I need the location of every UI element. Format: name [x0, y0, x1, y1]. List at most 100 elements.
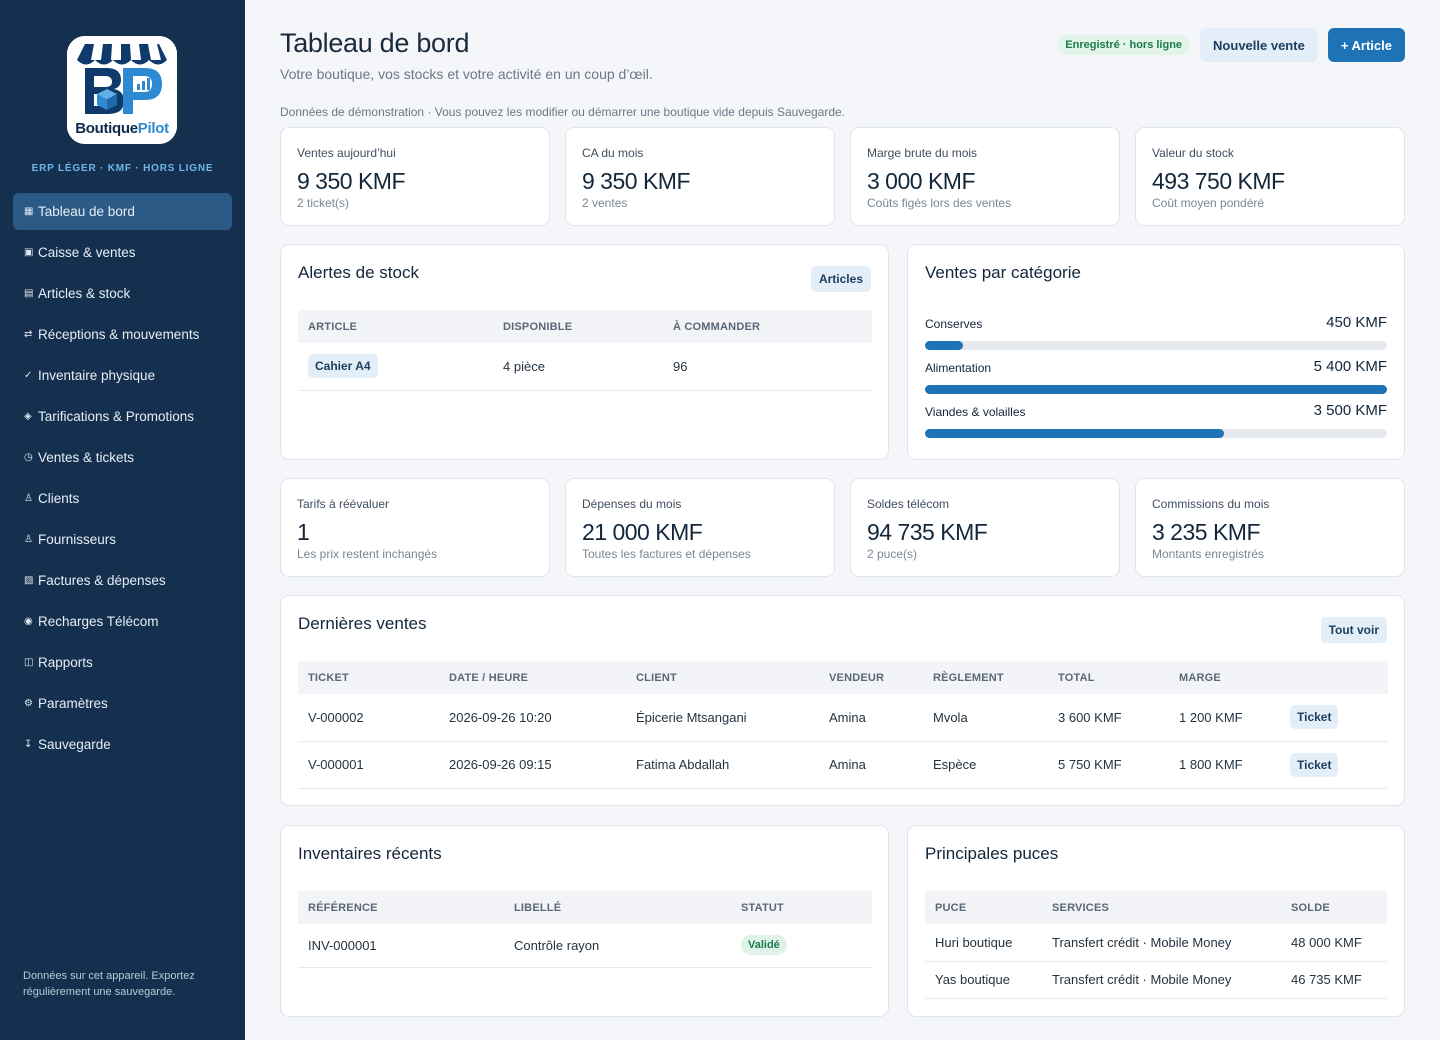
kpi-value: 21 000 KMF [582, 519, 703, 545]
table-row[interactable]: Yas boutique Transfert crédit · Mobile M… [925, 961, 1387, 999]
sidebar-item-articles[interactable]: ▤ Articles & stock [13, 275, 232, 312]
sidebar: BoutiquePilot ERP LÉGER · KMF · HORS LIG… [0, 0, 245, 1040]
client-cell: Épicerie Mtsangani [626, 694, 819, 742]
total-cell: 5 750 KMF [1048, 741, 1169, 789]
add-article-button[interactable]: + Article [1327, 28, 1405, 62]
kpi-subtext: Coût moyen pondéré [1152, 196, 1265, 210]
sidebar-item-suppliers[interactable]: ♙ Fournisseurs [13, 521, 232, 558]
articles-button[interactable]: Articles [810, 266, 871, 292]
table-row[interactable]: Cahier A4 4 pièce 96 [298, 343, 872, 391]
margin-cell: 1 200 KMF [1169, 694, 1280, 742]
demo-data-note: Données de démonstration · Vous pouvez l… [280, 105, 846, 119]
sidebar-item-receptions[interactable]: ⇄ Réceptions & mouvements [13, 316, 232, 353]
sidebar-item-label: Inventaire physique [38, 368, 156, 383]
table-row[interactable]: Huri boutique Transfert crédit · Mobile … [925, 924, 1387, 962]
sidebar-item-invoices[interactable]: ▧ Factures & dépenses [13, 562, 232, 599]
kpi-subtext: Montants enregistrés [1152, 547, 1265, 561]
seller-cell: Amina [819, 694, 923, 742]
sidebar-item-label: Clients [38, 491, 80, 506]
kpi-value: 94 735 KMF [867, 519, 988, 545]
column-header: SERVICES [1042, 891, 1281, 924]
ticket-cell: V-000001 [298, 741, 439, 789]
sidebar-item-label: Factures & dépenses [38, 573, 166, 588]
top-sims-table: PUCE SERVICES SOLDE Huri boutique Transf… [925, 891, 1387, 999]
sidebar-item-inventory[interactable]: ✓ Inventaire physique [13, 357, 232, 394]
brand-tagline: ERP LÉGER · KMF · HORS LIGNE [31, 163, 214, 174]
ticket-button[interactable]: Ticket [1290, 752, 1339, 777]
payment-cell: Espèce [923, 741, 1048, 789]
margin-cell: 1 800 KMF [1169, 741, 1280, 789]
kpi-label: CA du mois [582, 146, 644, 160]
ticket-button[interactable]: Ticket [1290, 705, 1339, 730]
column-header: STATUT [731, 891, 872, 924]
sidebar-item-sales-tickets[interactable]: ◷ Ventes & tickets [13, 439, 232, 476]
sim-cell: Yas boutique [925, 961, 1042, 999]
sidebar-item-telecom[interactable]: ◉ Recharges Télécom [13, 603, 232, 640]
sidebar-item-label: Rapports [38, 655, 93, 670]
sidebar-item-pricing[interactable]: ◈ Tarifications & Promotions [13, 398, 232, 435]
recent-sales-card: Dernières ventes Tout voir TICKET DATE /… [280, 595, 1405, 806]
balance-cell: 48 000 KMF [1281, 924, 1387, 962]
column-header: SOLDE [1281, 891, 1387, 924]
sidebar-item-settings[interactable]: ⚙ Paramètres [13, 685, 232, 722]
stock-alerts-card: Alertes de stock Articles ARTICLE DISPON… [280, 244, 889, 460]
transfer-icon: ⇄ [24, 329, 33, 340]
kpi-subtext: 2 ticket(s) [297, 196, 350, 210]
services-cell: Transfert crédit · Mobile Money [1042, 961, 1281, 999]
table-row[interactable]: INV-000001 Contrôle rayon Validé [298, 924, 872, 968]
balance-cell: 46 735 KMF [1281, 961, 1387, 999]
sidebar-item-label: Fournisseurs [38, 532, 117, 547]
column-header: RÉFÉRENCE [298, 891, 504, 924]
ticket-cell: V-000002 [298, 694, 439, 742]
kpi-label: Dépenses du mois [582, 497, 682, 511]
kpi-label: Tarifs à réévaluer [297, 497, 390, 511]
services-cell: Transfert crédit · Mobile Money [1042, 924, 1281, 962]
brand-logo[interactable]: BoutiquePilot [67, 36, 177, 144]
sidebar-item-label: Tarifications & Promotions [38, 409, 195, 424]
kpi-card-sales-today: Ventes aujourd’hui 9 350 KMF 2 ticket(s) [280, 127, 550, 226]
page-subtitle: Votre boutique, vos stocks et votre acti… [280, 66, 653, 82]
download-icon: ↧ [24, 739, 33, 750]
column-header: TICKET [298, 661, 439, 694]
available-cell: 4 pièce [493, 343, 663, 391]
sidebar-item-dashboard[interactable]: ▦ Tableau de bord [13, 193, 232, 230]
sidebar-item-label: Ventes & tickets [38, 450, 135, 465]
category-amount: 450 KMF [1326, 314, 1387, 331]
sidebar-item-clients[interactable]: ♙ Clients [13, 480, 232, 517]
seller-cell: Amina [819, 741, 923, 789]
column-header: VENDEUR [819, 661, 923, 694]
kpi-card-monthly-revenue: CA du mois 9 350 KMF 2 ventes [565, 127, 835, 226]
column-header: DISPONIBLE [493, 310, 663, 343]
status-badge: Validé [741, 935, 787, 956]
kpi-subtext: Coûts figés lors des ventes [867, 196, 1012, 210]
dashboard-icon: ▦ [24, 206, 34, 217]
tag-icon: ◈ [24, 411, 32, 422]
table-row[interactable]: V-000002 2026-09-26 10:20 Épicerie Mtsan… [298, 694, 1388, 742]
sidebar-item-label: Réceptions & mouvements [38, 327, 200, 342]
sidebar-item-backup[interactable]: ↧ Sauvegarde [13, 726, 232, 763]
recent-inventories-table: RÉFÉRENCE LIBELLÉ STATUT INV-000001 Cont… [298, 891, 872, 968]
box-icon: ▤ [24, 288, 34, 299]
kpi-value: 1 [297, 519, 310, 545]
column-header [1280, 661, 1388, 694]
sidebar-item-cash-register[interactable]: ▣ Caisse & ventes [13, 234, 232, 271]
kpi-value: 9 350 KMF [297, 168, 406, 194]
article-chip[interactable]: Cahier A4 [308, 354, 378, 379]
header-actions: Enregistré · hors ligne Nouvelle vente +… [1057, 28, 1405, 62]
new-sale-button[interactable]: Nouvelle vente [1200, 28, 1318, 62]
sidebar-item-label: Caisse & ventes [38, 245, 136, 260]
category-bar-track [925, 429, 1387, 438]
kpi-value: 493 750 KMF [1152, 168, 1285, 194]
shop-icon [67, 36, 177, 144]
card-title: Ventes par catégorie [925, 263, 1081, 282]
sidebar-item-label: Sauvegarde [38, 737, 111, 752]
page-title: Tableau de bord [280, 28, 470, 58]
column-header: RÈGLEMENT [923, 661, 1048, 694]
table-row[interactable]: V-000001 2026-09-26 09:15 Fatima Abdalla… [298, 741, 1388, 789]
sidebar-item-reports[interactable]: ◫ Rapports [13, 644, 232, 681]
kpi-card-monthly-commissions: Commissions du mois 3 235 KMF Montants e… [1135, 478, 1405, 577]
column-header: TOTAL [1048, 661, 1169, 694]
sidebar-item-label: Recharges Télécom [38, 614, 159, 629]
category-bar-track [925, 385, 1387, 394]
view-all-button[interactable]: Tout voir [1320, 617, 1387, 643]
